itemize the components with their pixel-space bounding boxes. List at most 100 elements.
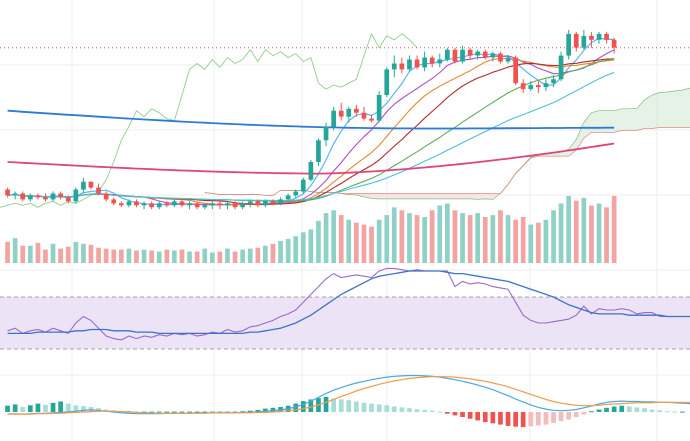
cloud-segment (636, 99, 645, 131)
candle[interactable] (65, 195, 71, 204)
candle[interactable] (543, 79, 549, 92)
candle[interactable] (407, 55, 412, 72)
candle[interactable] (187, 201, 192, 210)
candle[interactable] (202, 203, 208, 210)
candle[interactable] (103, 191, 109, 202)
candle[interactable] (5, 187, 10, 198)
candle[interactable] (611, 37, 617, 54)
cloud-segment (417, 193, 425, 199)
candle[interactable] (581, 29, 587, 50)
candle[interactable] (210, 201, 215, 210)
candle[interactable] (111, 197, 117, 206)
candle[interactable] (422, 51, 427, 72)
candle[interactable] (156, 201, 162, 210)
candle[interactable] (551, 75, 556, 88)
candle[interactable] (285, 193, 291, 202)
candle[interactable] (225, 201, 230, 210)
candle[interactable] (73, 187, 79, 204)
candle[interactable] (331, 106, 336, 131)
candle[interactable] (20, 191, 26, 202)
candle[interactable] (482, 49, 488, 60)
candle[interactable] (513, 55, 518, 86)
macd-histogram-bar (611, 406, 617, 412)
candle[interactable] (194, 201, 200, 210)
candle[interactable] (369, 114, 374, 123)
candle[interactable] (81, 177, 86, 194)
candlesticks[interactable] (5, 29, 617, 210)
candle[interactable] (429, 55, 435, 68)
volume-bar (278, 240, 283, 263)
candle[interactable] (179, 199, 185, 208)
candle[interactable] (96, 183, 101, 196)
candle[interactable] (278, 197, 283, 206)
candle[interactable] (149, 201, 154, 210)
candle[interactable] (43, 193, 48, 202)
candle[interactable] (528, 81, 534, 92)
candle[interactable] (437, 53, 443, 68)
candle[interactable] (58, 191, 63, 200)
candle[interactable] (316, 138, 321, 166)
candle[interactable] (414, 55, 420, 70)
candle[interactable] (232, 201, 238, 210)
candle[interactable] (391, 55, 397, 78)
candle[interactable] (467, 47, 473, 60)
candle[interactable] (88, 181, 94, 190)
candle[interactable] (338, 102, 344, 121)
candle[interactable] (217, 201, 223, 210)
macd-histogram-bar (664, 411, 670, 413)
candle[interactable] (384, 67, 390, 97)
candle[interactable] (126, 199, 132, 208)
candle[interactable] (50, 191, 56, 202)
candle[interactable] (270, 199, 276, 206)
candle[interactable] (596, 31, 602, 44)
candle[interactable] (399, 57, 405, 74)
candle-body (331, 110, 336, 127)
candle[interactable] (28, 193, 33, 202)
candle[interactable] (445, 47, 450, 62)
candle[interactable] (520, 79, 526, 94)
candle[interactable] (323, 122, 329, 147)
candle[interactable] (452, 47, 458, 64)
candle[interactable] (308, 159, 314, 182)
candle[interactable] (293, 189, 299, 198)
candle[interactable] (505, 55, 511, 64)
volume-bar (270, 243, 276, 263)
candle[interactable] (141, 201, 147, 210)
volume-bar (323, 213, 329, 263)
candle[interactable] (604, 31, 609, 44)
candle[interactable] (119, 201, 124, 208)
candle[interactable] (35, 193, 41, 200)
candle[interactable] (490, 51, 496, 62)
candle[interactable] (376, 91, 382, 123)
candle[interactable] (573, 31, 579, 52)
candle[interactable] (263, 199, 268, 208)
candle[interactable] (498, 51, 503, 64)
candle[interactable] (247, 199, 253, 208)
candle-body (285, 195, 291, 200)
candle-body (179, 201, 185, 206)
candle[interactable] (134, 199, 139, 208)
candle[interactable] (164, 201, 170, 208)
rsi-average-line (7, 270, 690, 335)
macd-histogram-bar (490, 412, 496, 424)
cloud-segment (614, 108, 622, 133)
candle[interactable] (300, 177, 306, 194)
candle[interactable] (240, 201, 245, 210)
candle[interactable] (536, 81, 541, 94)
candle[interactable] (460, 45, 465, 64)
volume-bar (247, 248, 253, 263)
candle[interactable] (361, 106, 367, 121)
candle[interactable] (172, 199, 177, 208)
candle[interactable] (255, 199, 261, 208)
candle[interactable] (558, 51, 564, 82)
candle[interactable] (589, 31, 594, 48)
candle[interactable] (12, 191, 18, 200)
candle[interactable] (566, 29, 571, 60)
candle[interactable] (346, 106, 352, 123)
macd-histogram-bar (35, 403, 41, 412)
candle[interactable] (354, 104, 359, 117)
candle[interactable] (475, 49, 480, 60)
